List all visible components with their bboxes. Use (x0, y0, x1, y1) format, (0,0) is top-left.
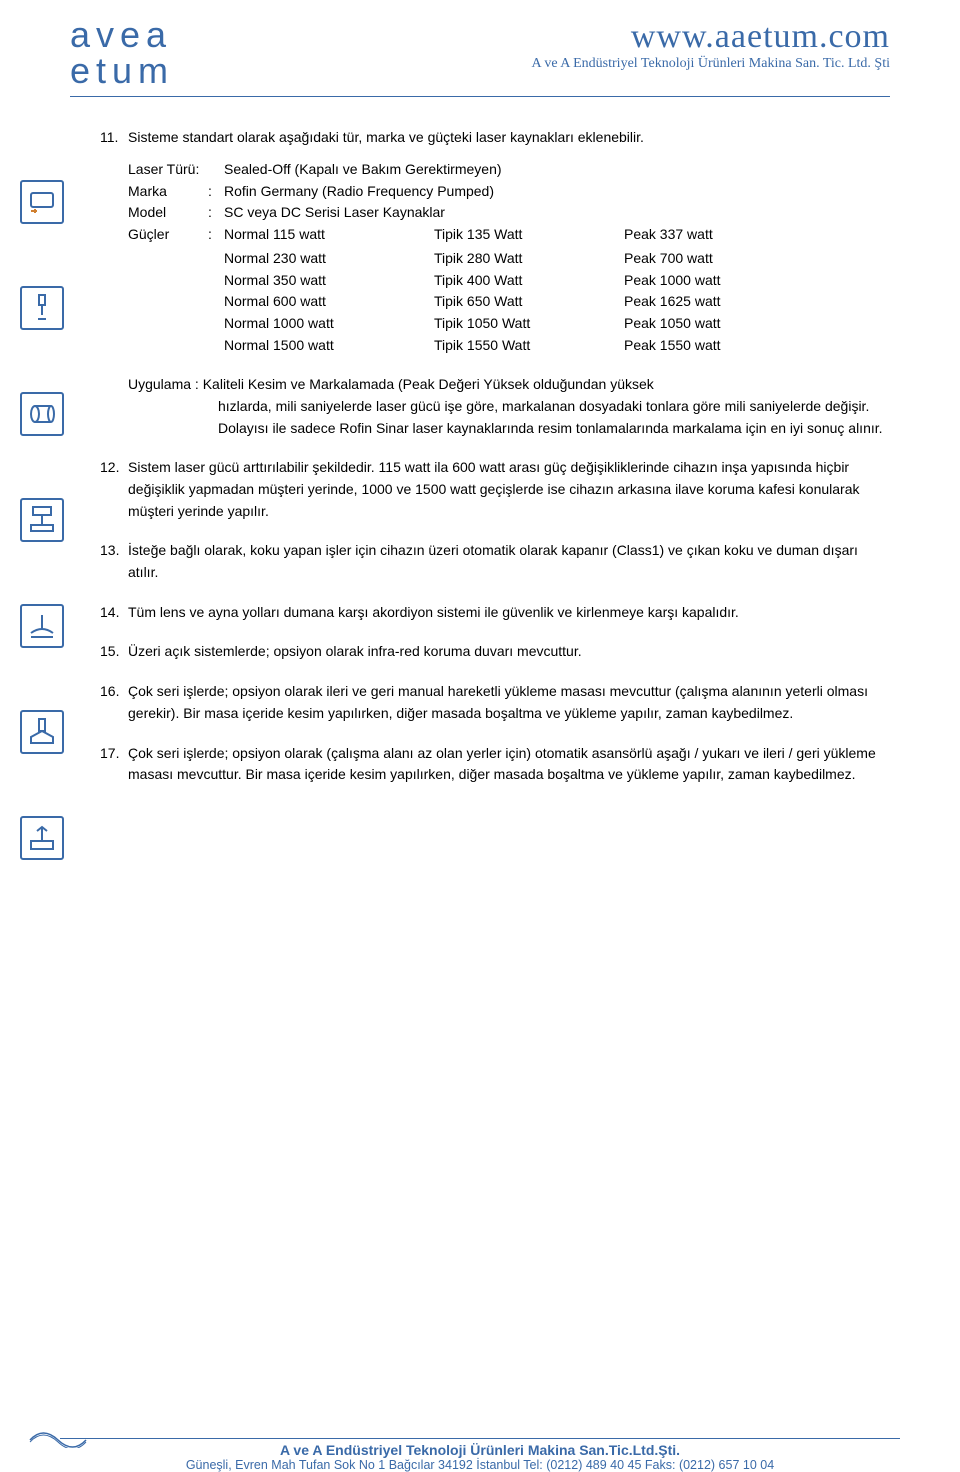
scan-icon (20, 816, 64, 860)
item-number: 16. (100, 681, 128, 724)
laser-spec-block: Laser Türü: Sealed-Off (Kapalı ve Bakım … (128, 159, 890, 246)
spec-label-model: Model (128, 202, 208, 224)
item-11: 11. Sisteme standart olarak aşağıdaki tü… (100, 127, 890, 439)
footer-company: A ve A Endüstriyel Teknoloji Ürünleri Ma… (0, 1442, 960, 1458)
item-15: 15. Üzeri açık sistemlerde; opsiyon olar… (100, 641, 890, 663)
power-normal: Normal 1000 watt (224, 313, 434, 335)
logo: avea etum (70, 18, 174, 88)
table-row: Normal 600 watt Tipik 650 Watt Peak 1625… (224, 291, 890, 313)
power-peak: Peak 1625 watt (624, 291, 721, 313)
power-normal: Normal 1500 watt (224, 335, 434, 357)
uygulama-first-line: Kaliteli Kesim ve Markalamada (Peak Değe… (203, 376, 654, 392)
item-14: 14. Tüm lens ve ayna yolları dumana karş… (100, 602, 890, 624)
colon: : (208, 202, 224, 224)
item-12: 12. Sistem laser gücü arttırılabilir şek… (100, 457, 890, 522)
item-text: Tüm lens ve ayna yolları dumana karşı ak… (128, 602, 890, 624)
power-normal: Normal 115 watt (224, 224, 434, 246)
page-header: avea etum www.aaetum.com A ve A Endüstri… (0, 0, 960, 94)
cut-machine-icon (20, 180, 64, 224)
item-number: 13. (100, 540, 128, 583)
power-tipik: Tipik 400 Watt (434, 270, 624, 292)
item-17: 17. Çok seri işlerde; opsiyon olarak (ça… (100, 743, 890, 786)
power-peak: Peak 1550 watt (624, 335, 721, 357)
power-normal: Normal 350 watt (224, 270, 434, 292)
table-row: Normal 1000 watt Tipik 1050 Watt Peak 10… (224, 313, 890, 335)
table-row: Normal 350 watt Tipik 400 Watt Peak 1000… (224, 270, 890, 292)
power-table: Normal 230 watt Tipik 280 Watt Peak 700 … (224, 248, 890, 356)
logo-line1: avea (70, 18, 174, 52)
page-footer: A ve A Endüstriyel Teknoloji Ürünleri Ma… (0, 1438, 960, 1472)
item-number: 12. (100, 457, 128, 522)
footer-address: Güneşli, Evren Mah Tufan Sok No 1 Bağcıl… (0, 1458, 960, 1472)
power-tipik: Tipik 280 Watt (434, 248, 624, 270)
power-tipik: Tipik 1550 Watt (434, 335, 624, 357)
power-tipik: Tipik 650 Watt (434, 291, 624, 313)
item-text: Sistem laser gücü arttırılabilir şekilde… (128, 457, 890, 522)
power-peak: Peak 337 watt (624, 224, 713, 246)
item-text: İsteğe bağlı olarak, koku yapan işler iç… (128, 540, 890, 583)
power-peak: Peak 1050 watt (624, 313, 721, 335)
item-13: 13. İsteğe bağlı olarak, koku yapan işle… (100, 540, 890, 583)
pipe-cut-icon (20, 392, 64, 436)
power-peak: Peak 1000 watt (624, 270, 721, 292)
weld-icon (20, 710, 64, 754)
spec-value-lasertype: Sealed-Off (Kapalı ve Bakım Gerektirmeye… (224, 159, 502, 181)
colon: : (208, 224, 224, 246)
spec-label-lasertype: Laser Türü: (128, 159, 224, 181)
power-tipik: Tipik 1050 Watt (434, 313, 624, 335)
spec-label-marka: Marka (128, 181, 208, 203)
table-row: Normal 1500 watt Tipik 1550 Watt Peak 15… (224, 335, 890, 357)
table-row: Normal 230 watt Tipik 280 Watt Peak 700 … (224, 248, 890, 270)
item-number: 11. (100, 127, 128, 149)
uygulama-body: hızlarda, mili saniyelerde laser gücü iş… (218, 396, 890, 439)
power-normal: Normal 600 watt (224, 291, 434, 313)
item-text: Üzeri açık sistemlerde; opsiyon olarak i… (128, 641, 890, 663)
site-url: www.aaetum.com (532, 18, 890, 56)
header-tagline: A ve A Endüstriyel Teknoloji Ürünleri Ma… (532, 56, 890, 72)
uygulama-block: Uygulama : Kaliteli Kesim ve Markalamada… (128, 374, 890, 439)
item-16: 16. Çok seri işlerde; opsiyon olarak ile… (100, 681, 890, 724)
marking-icon (20, 498, 64, 542)
power-normal: Normal 230 watt (224, 248, 434, 270)
item-number: 17. (100, 743, 128, 786)
colon: : (208, 181, 224, 203)
spec-value-model: SC veya DC Serisi Laser Kaynaklar (224, 202, 890, 224)
header-right: www.aaetum.com A ve A Endüstriyel Teknol… (532, 18, 890, 72)
item-text: Sisteme standart olarak aşağıdaki tür, m… (128, 127, 890, 149)
item-text: Çok seri işlerde; opsiyon olarak (çalışm… (128, 743, 890, 786)
item-number: 15. (100, 641, 128, 663)
power-peak: Peak 700 watt (624, 248, 713, 270)
item-number: 14. (100, 602, 128, 624)
power-tipik: Tipik 135 Watt (434, 224, 624, 246)
laser-wave-icon (28, 1420, 88, 1448)
spec-label-gucler: Güçler (128, 224, 208, 246)
page-content: 11. Sisteme standart olarak aşağıdaki tü… (0, 97, 960, 786)
footer-rule (60, 1438, 900, 1439)
spec-value-marka: Rofin Germany (Radio Frequency Pumped) (224, 181, 890, 203)
item-text: Çok seri işlerde; opsiyon olarak ileri v… (128, 681, 890, 724)
uygulama-label: Uygulama : (128, 376, 199, 392)
side-icon-strip (20, 180, 64, 860)
logo-line2: etum (70, 54, 174, 88)
table-row: Normal 115 watt Tipik 135 Watt Peak 337 … (224, 224, 890, 246)
laser-head-icon (20, 286, 64, 330)
engrave-icon (20, 604, 64, 648)
